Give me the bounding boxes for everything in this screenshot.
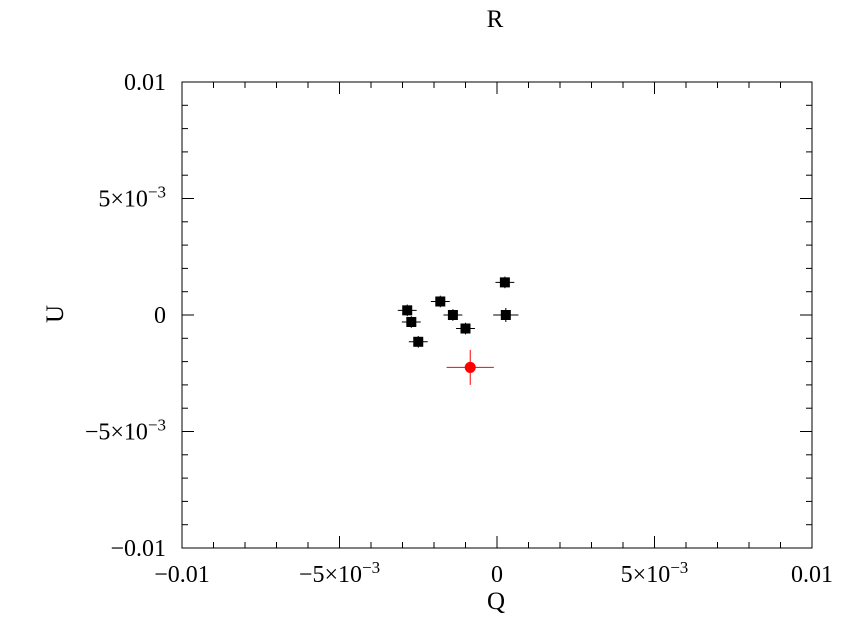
square-marker: [500, 310, 511, 320]
data-point: [495, 276, 515, 289]
data-point: [443, 309, 463, 321]
ticks-layer: [181, 81, 813, 549]
data-point: [430, 295, 450, 308]
y-tick-label: −5×10−3: [85, 416, 166, 446]
series-0: [397, 276, 519, 348]
data-point: [493, 308, 519, 322]
y-tick-label: −0.01: [110, 536, 166, 562]
x-tick-label: −5×10−3: [299, 558, 380, 588]
y-axis-label: U: [42, 304, 69, 324]
chart-title: R: [486, 6, 504, 33]
y-tick-label: 0: [154, 303, 166, 329]
data-point: [397, 304, 417, 317]
x-tick-label: 5×10−3: [621, 558, 689, 588]
x-tick-label: 0: [491, 562, 503, 588]
y-tick-label: 5×10−3: [98, 183, 166, 213]
data-point: [408, 335, 428, 348]
square-marker: [406, 316, 417, 327]
square-marker: [413, 336, 424, 347]
square-marker: [460, 323, 471, 334]
series-1: [446, 349, 494, 385]
square-marker: [499, 277, 510, 288]
points-layer: [397, 276, 519, 385]
square-marker: [447, 310, 458, 320]
x-tick-label: −0.01: [154, 562, 210, 588]
circle-marker: [464, 361, 476, 373]
data-point: [446, 349, 494, 385]
square-marker: [435, 296, 446, 307]
data-point: [456, 322, 475, 335]
x-axis-label: Q: [486, 588, 506, 615]
x-tick-label: 0.01: [791, 562, 833, 588]
labels-layer: −0.01 −5×10−3 0 5×10−3 0.01 0.01 5×10−3 0 −5×10−…: [85, 70, 833, 588]
data-point: [401, 316, 421, 328]
square-marker: [402, 305, 413, 316]
y-tick-label: 0.01: [124, 70, 166, 96]
